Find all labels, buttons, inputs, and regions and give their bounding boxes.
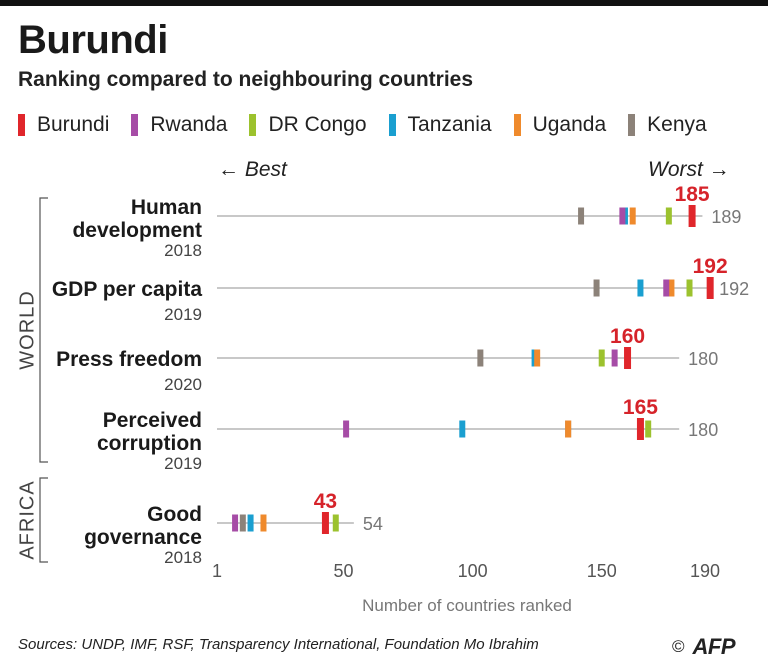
sources-note: Sources: UNDP, IMF, RSF, Transparency In…	[18, 636, 539, 653]
group-bracket-africa	[39, 477, 48, 563]
legend-label: Uganda	[532, 113, 607, 136]
marker-uganda	[565, 420, 572, 438]
marker-kenya	[477, 349, 484, 367]
burundi-rank-label: 43	[314, 490, 337, 513]
legend-item-dr-congo: DR Congo	[249, 113, 367, 137]
legend-label: Kenya	[647, 113, 707, 136]
legend-swatch	[388, 114, 396, 136]
x-axis-label: Number of countries ranked	[362, 596, 572, 615]
row-year: 2020	[164, 375, 202, 394]
burundi-rank-label: 185	[675, 183, 710, 206]
total-countries-label: 54	[363, 514, 383, 534]
legend-item-tanzania: Tanzania	[388, 113, 492, 137]
x-tick-label: 150	[587, 561, 617, 581]
chart-title: Burundi	[18, 18, 168, 62]
marker-rwanda	[232, 514, 239, 532]
marker-dr-congo	[686, 279, 693, 297]
best-label: Best	[244, 158, 287, 181]
legend-label: Rwanda	[150, 113, 228, 136]
legend-swatch	[18, 114, 25, 136]
burundi-rank-label: 165	[623, 396, 658, 419]
chart-subtitle: Ranking compared to neighbouring countri…	[18, 68, 474, 91]
row-year: 2018	[164, 548, 202, 567]
marker-uganda	[668, 279, 675, 297]
left-arrow-icon: ←	[218, 158, 239, 181]
copyright-symbol: ©	[672, 637, 685, 656]
row-label: Perceived	[103, 409, 202, 432]
row-year: 2019	[164, 454, 202, 473]
row-year: 2019	[164, 305, 202, 324]
best-direction-label: ← Best	[218, 158, 287, 182]
marker-rwanda	[611, 349, 618, 367]
marker-rwanda	[663, 279, 670, 297]
marker-tanzania	[459, 420, 466, 438]
marker-rwanda	[343, 420, 350, 438]
row-label: development	[72, 219, 202, 242]
x-tick-label: 1	[212, 561, 222, 581]
row-label: governance	[84, 526, 202, 549]
marker-rwanda	[619, 207, 626, 225]
marker-dr-congo	[332, 514, 339, 532]
legend: Burundi Rwanda DR Congo Tanzania Uganda Kenya	[18, 113, 729, 137]
credit: © AFP	[672, 634, 736, 660]
row-label: GDP per capita	[52, 278, 202, 301]
worst-label: Worst	[648, 158, 703, 181]
top-rule	[0, 0, 768, 6]
burundi-rank-label: 160	[610, 325, 645, 348]
marker-burundi	[688, 205, 696, 227]
marker-tanzania	[637, 279, 644, 297]
total-countries-label: 180	[688, 420, 718, 440]
marker-burundi	[321, 512, 329, 534]
legend-label: DR Congo	[268, 113, 367, 136]
marker-uganda	[260, 514, 267, 532]
marker-burundi	[636, 418, 644, 440]
row-label: Human	[131, 196, 202, 219]
legend-swatch	[628, 114, 636, 136]
group-bracket-world	[39, 197, 48, 463]
total-countries-label: 192	[719, 279, 749, 299]
marker-tanzania	[247, 514, 254, 532]
legend-item-uganda: Uganda	[513, 113, 607, 137]
marker-dr-congo	[645, 420, 652, 438]
legend-item-kenya: Kenya	[628, 113, 707, 137]
afp-logo: AFP	[692, 634, 736, 659]
x-tick-label: 190	[690, 561, 720, 581]
right-arrow-icon: →	[708, 158, 730, 181]
marker-burundi	[706, 277, 714, 299]
burundi-rank-label: 192	[693, 255, 728, 278]
group-label-world: WORLD	[16, 290, 38, 369]
legend-swatch	[249, 114, 257, 136]
total-countries-label: 180	[688, 349, 718, 369]
row-label: Good	[147, 503, 202, 526]
marker-kenya	[593, 279, 600, 297]
legend-item-burundi: Burundi	[18, 113, 109, 137]
marker-dr-congo	[598, 349, 605, 367]
legend-swatch	[513, 114, 521, 136]
marker-uganda	[534, 349, 541, 367]
marker-dr-congo	[665, 207, 672, 225]
row-label: corruption	[97, 432, 202, 455]
legend-swatch	[131, 114, 139, 136]
group-label-africa: AFRICA	[16, 480, 38, 559]
row-label: Press freedom	[56, 348, 202, 371]
x-tick-label: 100	[458, 561, 488, 581]
marker-kenya	[239, 514, 246, 532]
x-tick-label: 50	[334, 561, 354, 581]
legend-label: Burundi	[37, 113, 110, 136]
legend-label: Tanzania	[407, 113, 492, 136]
marker-kenya	[578, 207, 585, 225]
marker-uganda	[629, 207, 636, 225]
total-countries-label: 189	[711, 207, 741, 227]
worst-direction-label: Worst →	[648, 158, 730, 182]
row-year: 2018	[164, 241, 202, 260]
legend-item-rwanda: Rwanda	[131, 113, 227, 137]
marker-burundi	[624, 347, 632, 369]
